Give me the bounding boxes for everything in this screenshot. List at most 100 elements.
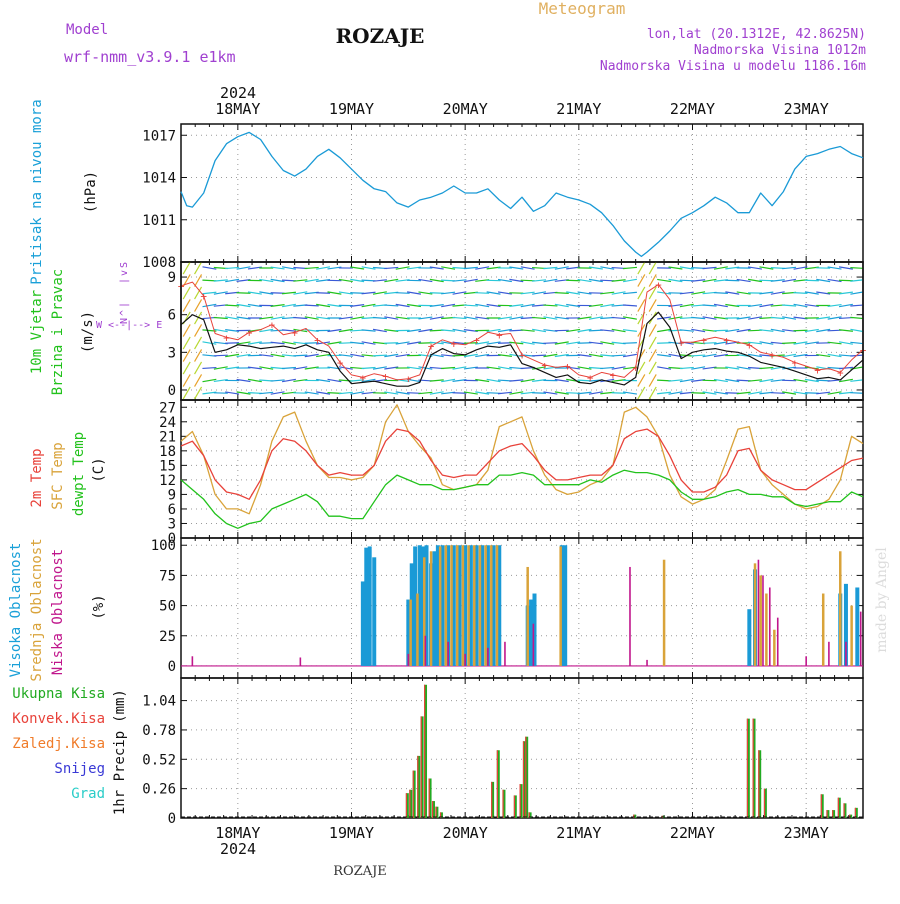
wind-barb [668,380,682,381]
wind-barb [293,317,307,318]
wind-barb [441,330,455,331]
wind-barb [532,355,546,356]
wind-gust-mark: + [428,340,435,353]
wind-barb [464,267,478,268]
bottom-day-label: 23MAY [784,824,829,842]
wind-barb [373,317,387,318]
wind-barb [771,317,785,318]
wind-barb [771,393,785,394]
cloud-bar [462,545,465,666]
wind-barb [183,337,190,349]
precip-conv-bar [855,808,856,818]
precip-legend-frozen: Zaledj.Kisa [12,736,105,752]
wind-frame-top [181,262,863,400]
meteogram-label: Meteogram [539,0,626,18]
pressure-line [181,132,863,256]
wind-barb [649,337,656,349]
wind-barb [183,324,190,336]
cloud-ylabel-1: Visoka Oblacnost [8,543,24,678]
wind-barb [305,305,319,306]
bottom-day-label: 22MAY [670,824,715,842]
cloud-bar [754,563,757,666]
wind-gust-mark: + [291,326,298,339]
wind-barb [195,387,202,399]
cloud-bar [845,642,847,666]
cloud-bar [408,654,410,666]
wind-barb [793,293,807,294]
wind-barb [612,280,626,281]
wind-ylabel-1: 10m Vjetar [29,290,45,374]
wind-ylabel-2: Brzina i Pravac [50,269,66,395]
wind-barb [183,262,190,274]
wind-barb [195,337,202,349]
wind-barb [195,274,202,286]
wind-barb [373,280,387,281]
wind-barb [850,393,864,394]
wind-barb [441,367,455,368]
precip-conv-bar [429,778,430,818]
precip-conv-bar [409,790,410,818]
wind-barb [214,355,228,356]
temp-unit: (C) [91,457,107,482]
temp-sfc-line [181,405,863,514]
cloud-bar [758,560,760,666]
wind-barb [202,368,216,369]
wind-gust-mark: + [655,279,662,292]
top-day-label: 18MAY [215,100,260,118]
wind-barb [225,267,239,268]
cloud-bar [496,545,499,666]
wind-barb [350,342,364,343]
wind-barb [638,287,645,299]
wind-gust-mark: + [678,336,685,349]
cloud-ytick-label: 25 [159,629,176,645]
pressure-ytick-label: 1008 [142,255,176,271]
precip-conv-bar [435,807,436,818]
wind-barb [649,349,656,361]
wind-barb [600,330,614,331]
wind-barb [638,262,645,274]
cloud-bar [762,575,764,666]
cloud-bar [364,548,368,666]
cloud-bar [526,567,529,666]
precip-legend-hail: Grad [71,786,105,802]
cloud-ytick-label: 75 [159,568,176,584]
precip-ytick-label: 0.52 [142,752,176,768]
wind-gust-mark: + [769,349,776,362]
temp-ytick-label: 12 [159,473,176,489]
wind-legend-s: S [119,262,130,268]
wind-gust-mark: + [701,334,708,347]
cloud-bar [529,600,533,666]
precip-conv-bar [514,795,515,818]
wind-barb [543,267,557,268]
wind-barb [453,280,467,281]
temp-ytick-label: 21 [159,429,176,445]
wind-barb [384,343,398,344]
cloud-bar [805,656,807,666]
model-elevation-label: Nadmorska Visina u modelu 1186.16m [600,59,866,74]
temp-ytick-label: 24 [159,415,176,431]
wind-barb [657,392,671,394]
pressure-ytick-label: 1014 [142,171,176,187]
wind-barb [384,305,398,306]
watermark: made by Angel [874,547,890,653]
wind-barb [498,392,512,393]
footer-location: ROZAJE [333,864,387,879]
wind-legend-up: ^ [119,310,130,316]
precip-conv-bar [421,716,422,818]
precip-conv-bar [843,803,844,818]
wind-barb [214,318,228,319]
wind-gust-mark: + [450,338,457,351]
precip-conv-bar [417,756,418,818]
bottom-day-label: 19MAY [329,824,374,842]
wind-barb [555,293,569,294]
temp-ylabel-3: dewpt Temp [71,432,87,516]
wind-barb [638,374,645,386]
cloud-bar [563,545,567,666]
wind-gust-mark: + [496,329,503,342]
cloud-bar [447,642,449,666]
wind-barb [430,380,444,381]
wind-barbs [183,262,864,399]
cloud-bar [372,557,376,666]
top-day-label: 23MAY [784,100,829,118]
